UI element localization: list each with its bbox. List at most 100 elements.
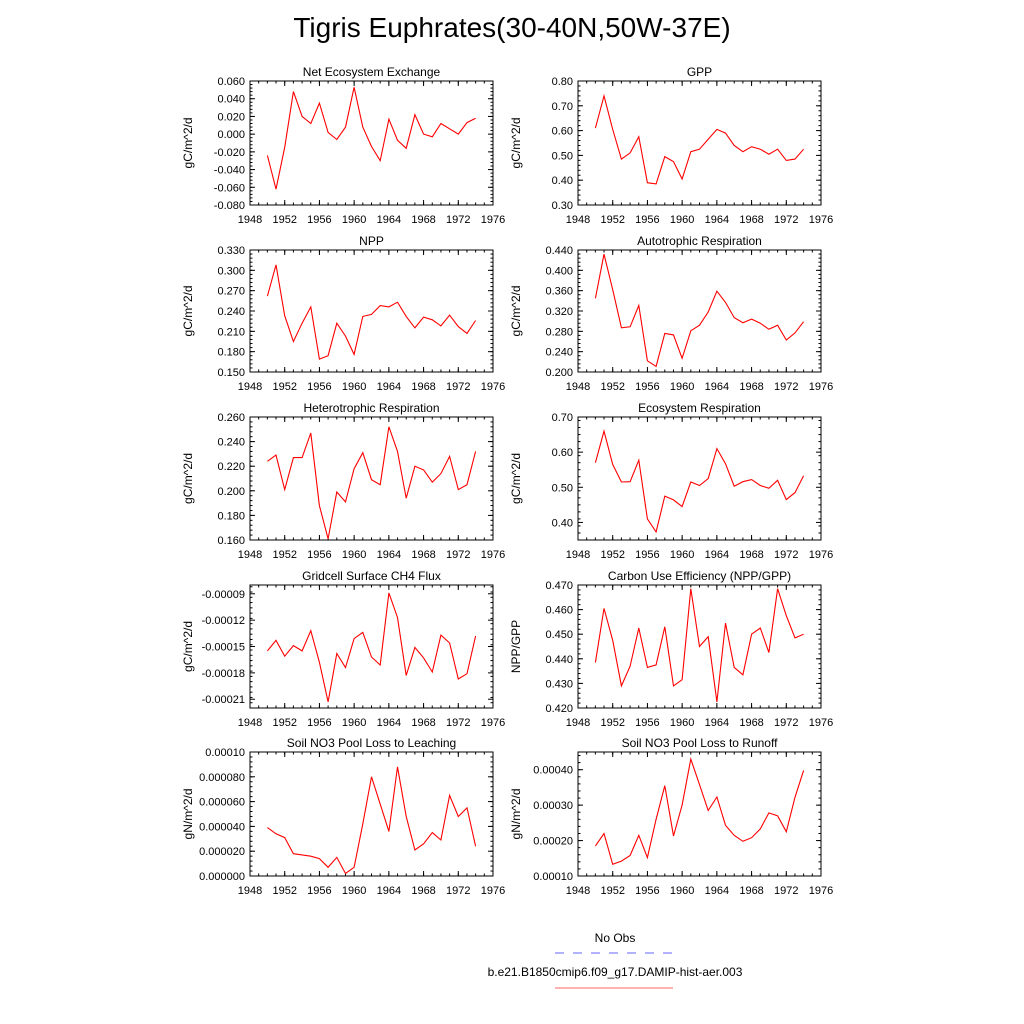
y-tick-label: 0.440 <box>545 654 573 666</box>
y-tick-label: 0.020 <box>217 111 245 123</box>
x-tick-label: 1960 <box>670 214 694 226</box>
y-tick-label: 0.60 <box>552 447 573 459</box>
panel-title: Soil NO3 Pool Loss to Leaching <box>287 736 456 750</box>
x-tick-label: 1964 <box>377 381 401 393</box>
y-axis-label: gC/m^2/d <box>181 118 195 169</box>
y-tick-label: 0.000000 <box>199 871 245 883</box>
x-tick-label: 1960 <box>670 549 694 561</box>
x-tick-label: 1952 <box>600 214 624 226</box>
panel-title: Autotrophic Respiration <box>637 234 762 248</box>
x-tick-label: 1964 <box>705 549 729 561</box>
x-tick-label: 1976 <box>809 717 833 729</box>
y-axis-label: gC/m^2/d <box>509 118 523 169</box>
x-tick-label: 1952 <box>600 885 624 897</box>
x-tick-label: 1956 <box>307 381 331 393</box>
x-tick-label: 1976 <box>481 717 505 729</box>
x-tick-label: 1960 <box>342 549 366 561</box>
x-tick-label: 1968 <box>411 214 435 226</box>
y-axis-label: gN/m^2/d <box>181 789 195 840</box>
y-tick-label: 0.000080 <box>199 772 245 784</box>
panel-frame <box>577 416 822 541</box>
y-tick-label: 0.00010 <box>205 747 245 759</box>
x-tick-label: 1952 <box>600 381 624 393</box>
y-tick-label: 0.70 <box>552 412 573 424</box>
x-tick-label: 1972 <box>446 549 470 561</box>
x-tick-label: 1952 <box>272 885 296 897</box>
y-tick-label: 0.50 <box>552 150 573 162</box>
y-tick-label: 0.00030 <box>533 800 573 812</box>
y-tick-label: -0.00021 <box>202 694 245 706</box>
x-tick-label: 1960 <box>342 214 366 226</box>
x-tick-label: 1964 <box>705 885 729 897</box>
panel-7: Carbon Use Efficiency (NPP/GPP) NPP/GPP 19… <box>509 569 833 729</box>
figure-title: Tigris Euphrates(30-40N,50W-37E) <box>293 12 731 43</box>
panel-frame <box>577 249 822 373</box>
y-tick-label: 0.210 <box>217 326 245 338</box>
y-tick-label: 0.460 <box>545 605 573 617</box>
y-tick-label: 0.420 <box>545 703 573 715</box>
y-tick-label: 0.180 <box>217 510 245 522</box>
series-line <box>594 428 805 534</box>
x-tick-label: 1952 <box>272 214 296 226</box>
x-tick-label: 1972 <box>774 717 798 729</box>
x-tick-label: 1948 <box>566 214 590 226</box>
y-tick-label: 0.00010 <box>533 871 573 883</box>
x-tick-label: 1968 <box>411 717 435 729</box>
panel-title: NPP <box>359 234 384 248</box>
y-tick-label: 0.320 <box>545 306 573 318</box>
y-tick-label: 0.40 <box>552 517 573 529</box>
x-tick-label: 1976 <box>809 885 833 897</box>
x-tick-label: 1956 <box>635 214 659 226</box>
y-tick-label: 0.450 <box>545 629 573 641</box>
panel-title: Heterotrophic Respiration <box>303 401 439 415</box>
x-tick-label: 1972 <box>774 214 798 226</box>
y-tick-label: 0.00040 <box>533 765 573 777</box>
x-tick-label: 1948 <box>566 549 590 561</box>
y-tick-label: 0.000 <box>217 129 245 141</box>
y-tick-label: 0.000020 <box>199 846 245 858</box>
legend-obs-line <box>555 952 673 954</box>
y-tick-label: 0.240 <box>217 306 245 318</box>
legend: No Obs b.e21.B1850cmip6.f09_g17.DAMIP-hi… <box>440 930 790 996</box>
panel-0: Net Ecosystem Exchange gC/m^2/d 1948 1952 19… <box>181 65 505 226</box>
y-tick-label: 0.430 <box>545 678 573 690</box>
y-axis-label: gC/m^2/d <box>181 621 195 672</box>
y-tick-label: -0.00015 <box>202 642 245 654</box>
series-line <box>594 756 805 866</box>
x-tick-label: 1956 <box>307 549 331 561</box>
y-tick-label: 0.50 <box>552 482 573 494</box>
y-tick-label: 0.330 <box>217 245 245 257</box>
series-line <box>594 93 805 185</box>
x-tick-label: 1960 <box>670 381 694 393</box>
x-tick-label: 1948 <box>238 381 262 393</box>
x-tick-label: 1952 <box>272 549 296 561</box>
y-tick-label: 0.200 <box>217 486 245 498</box>
x-tick-label: 1972 <box>774 381 798 393</box>
x-tick-label: 1976 <box>481 549 505 561</box>
panel-4: Heterotrophic Respiration gC/m^2/d 1948 195… <box>181 401 505 561</box>
series-line <box>266 264 477 360</box>
x-tick-label: 1956 <box>307 214 331 226</box>
panel-title: Soil NO3 Pool Loss to Runoff <box>622 736 779 750</box>
x-tick-label: 1948 <box>566 717 590 729</box>
panel-title: Net Ecosystem Exchange <box>303 65 441 79</box>
panel-title: GPP <box>687 65 712 79</box>
panel-frame <box>249 249 494 373</box>
y-tick-label: 0.060 <box>217 76 245 88</box>
legend-obs-label: No Obs <box>594 931 636 945</box>
legend-case-line <box>555 987 673 989</box>
panel-frame <box>249 751 494 877</box>
y-tick-label: 0.70 <box>552 101 573 113</box>
x-tick-label: 1976 <box>809 381 833 393</box>
y-tick-label: 0.360 <box>545 286 573 298</box>
y-tick-label: 0.000060 <box>199 797 245 809</box>
x-tick-label: 1948 <box>238 214 262 226</box>
panel-9: Soil NO3 Pool Loss to Runoff gN/m^2/d 1948… <box>509 736 833 897</box>
x-tick-label: 1948 <box>566 381 590 393</box>
y-tick-label: -0.00012 <box>202 615 245 627</box>
y-tick-label: 0.80 <box>552 76 573 88</box>
y-tick-label: 0.160 <box>217 535 245 547</box>
y-tick-label: 0.200 <box>545 367 573 379</box>
x-tick-label: 1960 <box>342 381 366 393</box>
